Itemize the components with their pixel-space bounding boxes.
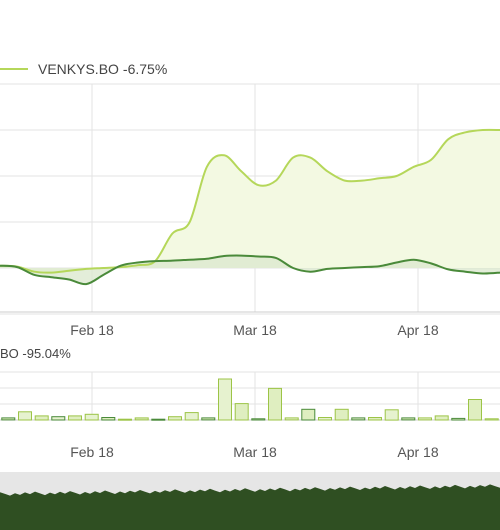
legend-series-change: -6.75%: [122, 61, 168, 77]
volume-bar: [184, 412, 199, 421]
volume-bars: [1, 378, 499, 421]
volume-bar: [201, 417, 216, 421]
volume-bar: [401, 417, 416, 421]
volume-bar: [468, 399, 482, 421]
volume-bar: [418, 417, 432, 421]
volume-bar: [18, 411, 32, 421]
main-chart-series: [0, 128, 500, 286]
volume-bar: [368, 417, 382, 421]
range-navigator[interactable]: [0, 472, 500, 530]
volume-bar: [234, 403, 249, 421]
volume-legend-label: BO -95.04%: [0, 346, 71, 361]
volume-bar: [168, 416, 182, 421]
volume-bar: [101, 417, 116, 421]
volume-bar: [351, 417, 366, 421]
volume-bar: [384, 409, 399, 421]
volume-bar: [84, 413, 99, 421]
volume-bar: [334, 408, 349, 421]
series-area-1: [0, 255, 500, 285]
volume-bar: [434, 415, 449, 421]
volume-x-tick-label: Mar 18: [233, 444, 277, 460]
main-x-tick-label: Mar 18: [233, 322, 277, 338]
volume-chart-x-axis: Feb 18 Mar 18 Apr 18: [70, 444, 439, 460]
volume-x-tick-label: Apr 18: [397, 444, 438, 460]
volume-bar: [118, 418, 132, 421]
series-area-0: [0, 129, 500, 273]
chart-legend[interactable]: VENKYS.BO -6.75%: [0, 58, 167, 80]
main-x-tick-label: Feb 18: [70, 322, 114, 338]
volume-bar: [301, 408, 316, 421]
legend-series-name: VENKYS.BO: [38, 61, 119, 77]
volume-x-tick-label: Feb 18: [70, 444, 114, 460]
volume-bar: [284, 417, 299, 421]
legend-line-swatch: [0, 68, 28, 70]
volume-bar: [268, 387, 282, 421]
volume-bar: [151, 418, 166, 421]
volume-bar: [134, 417, 149, 421]
navigator-series-area: [0, 484, 500, 530]
volume-bar: [484, 418, 499, 421]
series-line-1: [0, 254, 500, 286]
volume-bar: [1, 417, 16, 421]
volume-bar: [318, 417, 332, 421]
volume-bar: [451, 417, 466, 421]
volume-bar: [251, 418, 266, 421]
volume-bar: [51, 416, 66, 421]
main-x-tick-label: Apr 18: [397, 322, 438, 338]
volume-chart-grid: [0, 371, 500, 421]
volume-bar: [34, 415, 49, 421]
volume-bar: [218, 378, 232, 421]
series-line-0: [0, 128, 500, 274]
volume-bar: [68, 415, 82, 421]
legend-entry[interactable]: VENKYS.BO -6.75%: [34, 61, 167, 77]
main-chart-x-axis: Feb 18 Mar 18 Apr 18: [70, 322, 439, 338]
